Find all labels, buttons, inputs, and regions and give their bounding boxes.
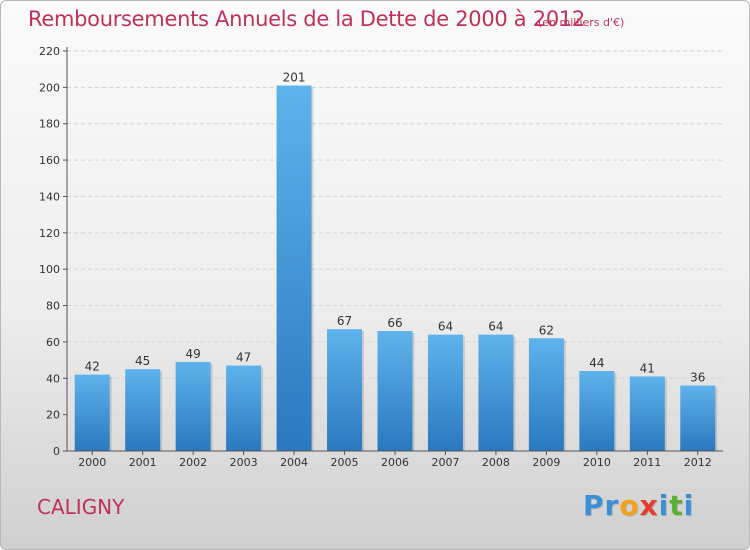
logo-letter: r: [604, 489, 620, 522]
logo-letter: x: [639, 489, 659, 522]
bar: [175, 361, 211, 451]
x-tick-label: 2002: [179, 456, 207, 469]
x-tick-label: 2006: [381, 456, 409, 469]
y-tick-label: 60: [46, 336, 60, 349]
x-tick-label: 2001: [129, 456, 157, 469]
proxiti-logo[interactable]: Proxiti: [583, 489, 694, 522]
bar-value-label: 64: [488, 320, 503, 334]
logo-letter: P: [583, 489, 605, 522]
bar-value-label: 66: [387, 316, 402, 330]
y-tick-label: 100: [39, 263, 60, 276]
x-tick-label: 2012: [684, 456, 712, 469]
bar: [427, 334, 463, 451]
bar-value-label: 44: [589, 356, 604, 370]
bar: [276, 85, 312, 451]
bar: [377, 331, 413, 451]
bar-value-label: 42: [85, 360, 100, 374]
bar: [226, 365, 262, 451]
bar-value-label: 36: [690, 371, 705, 385]
y-tick-label: 140: [39, 190, 60, 203]
logo-letter: o: [619, 489, 640, 522]
bar: [528, 338, 564, 451]
axes: 0 20 40 60 80 100 120 140 160 180 200 220 2000 2001 20…: [39, 45, 723, 469]
city-name: CALIGNY: [37, 495, 125, 519]
y-tick-label: 20: [46, 409, 60, 422]
bar-value-label: 67: [337, 314, 352, 328]
bar: [680, 385, 716, 451]
bar: [125, 369, 161, 451]
bar-value-label: 201: [283, 71, 306, 85]
chart-title: Remboursements Annuels de la Dette de 20…: [28, 7, 585, 31]
y-tick-label: 180: [39, 118, 60, 131]
bar: [629, 376, 665, 451]
bar-value-label: 41: [640, 361, 655, 375]
x-tick-label: 2003: [230, 456, 258, 469]
x-tick-label: 2008: [482, 456, 510, 469]
bar-value-label: 47: [236, 351, 251, 365]
logo-letter: i: [683, 489, 695, 522]
y-tick-label: 40: [46, 372, 60, 385]
x-tick-label: 2011: [633, 456, 661, 469]
logo-letter: i: [658, 489, 670, 522]
x-tick-label: 2005: [331, 456, 359, 469]
bar: [478, 334, 514, 451]
bar-value-label: 49: [186, 347, 201, 361]
chart-subtitle: (en milliers d'€): [538, 16, 625, 29]
y-tick-label: 80: [46, 300, 60, 313]
y-tick-label: 200: [39, 81, 60, 94]
y-tick-label: 160: [39, 154, 60, 167]
x-tick-label: 2000: [78, 456, 106, 469]
bar-value-label: 45: [135, 354, 150, 368]
bar: [74, 374, 110, 451]
y-tick-label: 120: [39, 227, 60, 240]
x-tick-label: 2007: [431, 456, 459, 469]
x-tick-label: 2010: [583, 456, 611, 469]
bar: [579, 371, 615, 451]
y-tick-label: 0: [53, 445, 60, 458]
bar-value-label: 62: [539, 323, 554, 337]
x-tick-label: 2009: [532, 456, 560, 469]
logo-letter: t: [669, 489, 684, 522]
bar-value-label: 64: [438, 320, 453, 334]
bar: [327, 329, 363, 451]
y-tick-label: 220: [39, 45, 60, 58]
bars: 42 45 49 47 201 67 66 64 64 62 44 41 36: [74, 71, 718, 451]
x-tick-label: 2004: [280, 456, 308, 469]
